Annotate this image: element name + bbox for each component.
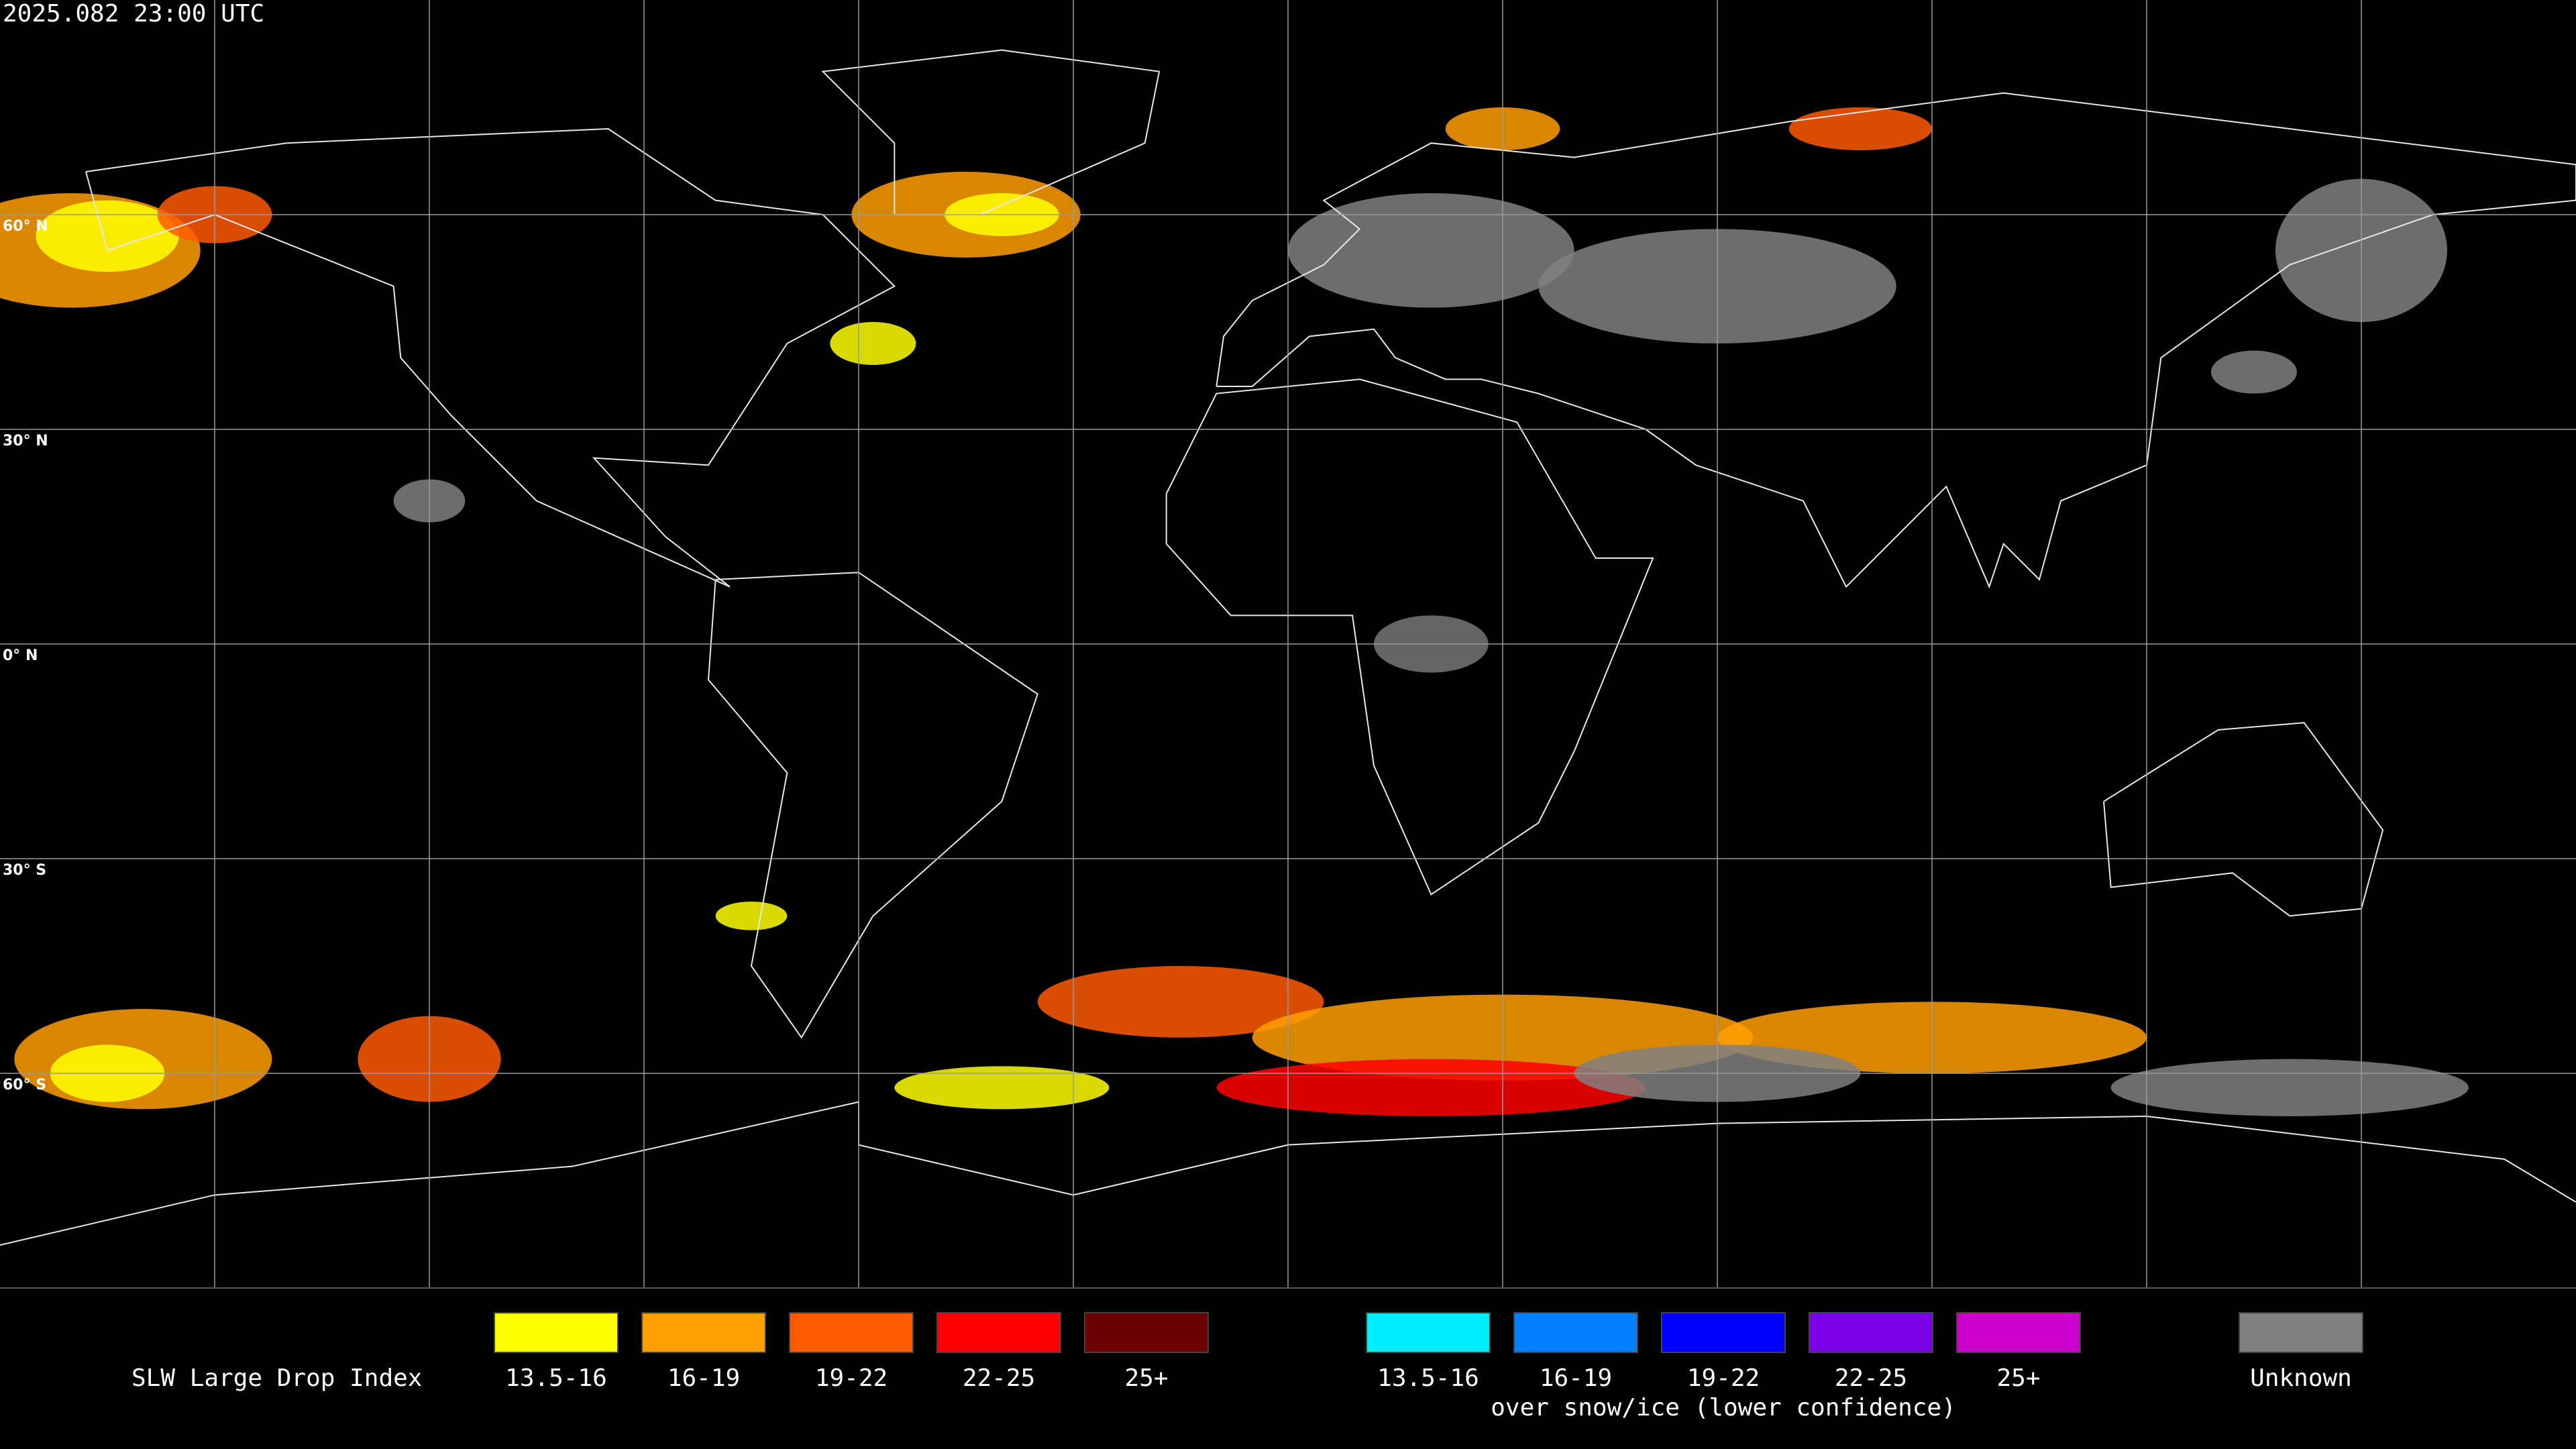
legend-label: 13.5-16 [1377, 1364, 1479, 1392]
cloud-blob [2110, 1059, 2469, 1117]
legend-label: Unknown [2250, 1364, 2352, 1392]
latitude-label: 60° S [3, 1077, 46, 1093]
latitude-label: 30° N [3, 433, 48, 449]
legend-label: 16-19 [667, 1364, 740, 1392]
legend-label: 16-19 [1540, 1364, 1612, 1392]
legend-swatch [1513, 1312, 1638, 1353]
legend-label: 13.5-16 [505, 1364, 607, 1392]
legend-label: 22-25 [963, 1364, 1035, 1392]
latitude-label: 0° N [3, 647, 38, 664]
coastline [821, 49, 1161, 215]
coastline [85, 127, 896, 588]
coastlines [0, 49, 2576, 1246]
graticule: 60° N 30° N 0° N 30° S 60° S [0, 0, 2576, 1288]
legend-swatch [1809, 1312, 1933, 1353]
legend-swatch [936, 1312, 1061, 1353]
legend-swatch [1084, 1312, 1209, 1353]
coastline [1216, 92, 2576, 589]
legend-swatch [789, 1312, 914, 1353]
coastline [707, 572, 1038, 1039]
legend-label: 25+ [1996, 1364, 2040, 1392]
latitude-label: 60° N [3, 218, 48, 235]
cloud-blob [830, 322, 916, 365]
legend: SLW Large Drop Index 13.5-16 16-19 19-22 22-… [131, 1312, 2363, 1421]
timestamp: 2025.082 23:00 UTC [3, 0, 264, 28]
cloud-blob [36, 200, 179, 272]
cloud-blob [894, 1066, 1110, 1110]
legend-swatch [1366, 1312, 1491, 1353]
legend-label: 19-22 [815, 1364, 888, 1392]
coastline [1165, 378, 1654, 896]
legend-label: 22-25 [1835, 1364, 1907, 1392]
latitude-label: 30° S [3, 862, 46, 879]
legend-label: 25+ [1124, 1364, 1168, 1392]
cloud-blob [1287, 193, 1574, 308]
cloud-blob [2211, 350, 2297, 394]
cloud-blob [1037, 966, 1324, 1038]
cloud-blob [1788, 107, 1932, 150]
legend-swatch [2239, 1312, 2363, 1353]
cloud-blob [715, 902, 788, 930]
legend-swatch [1956, 1312, 2081, 1353]
legend-title: SLW Large Drop Index [131, 1364, 422, 1392]
legend-caption: over snow/ice (lower confidence) [1491, 1394, 1956, 1421]
legend-swatch [494, 1312, 619, 1353]
legend-swatch [641, 1312, 766, 1353]
legend-swatch [1661, 1312, 1786, 1353]
legend-label: 19-22 [1687, 1364, 1760, 1392]
